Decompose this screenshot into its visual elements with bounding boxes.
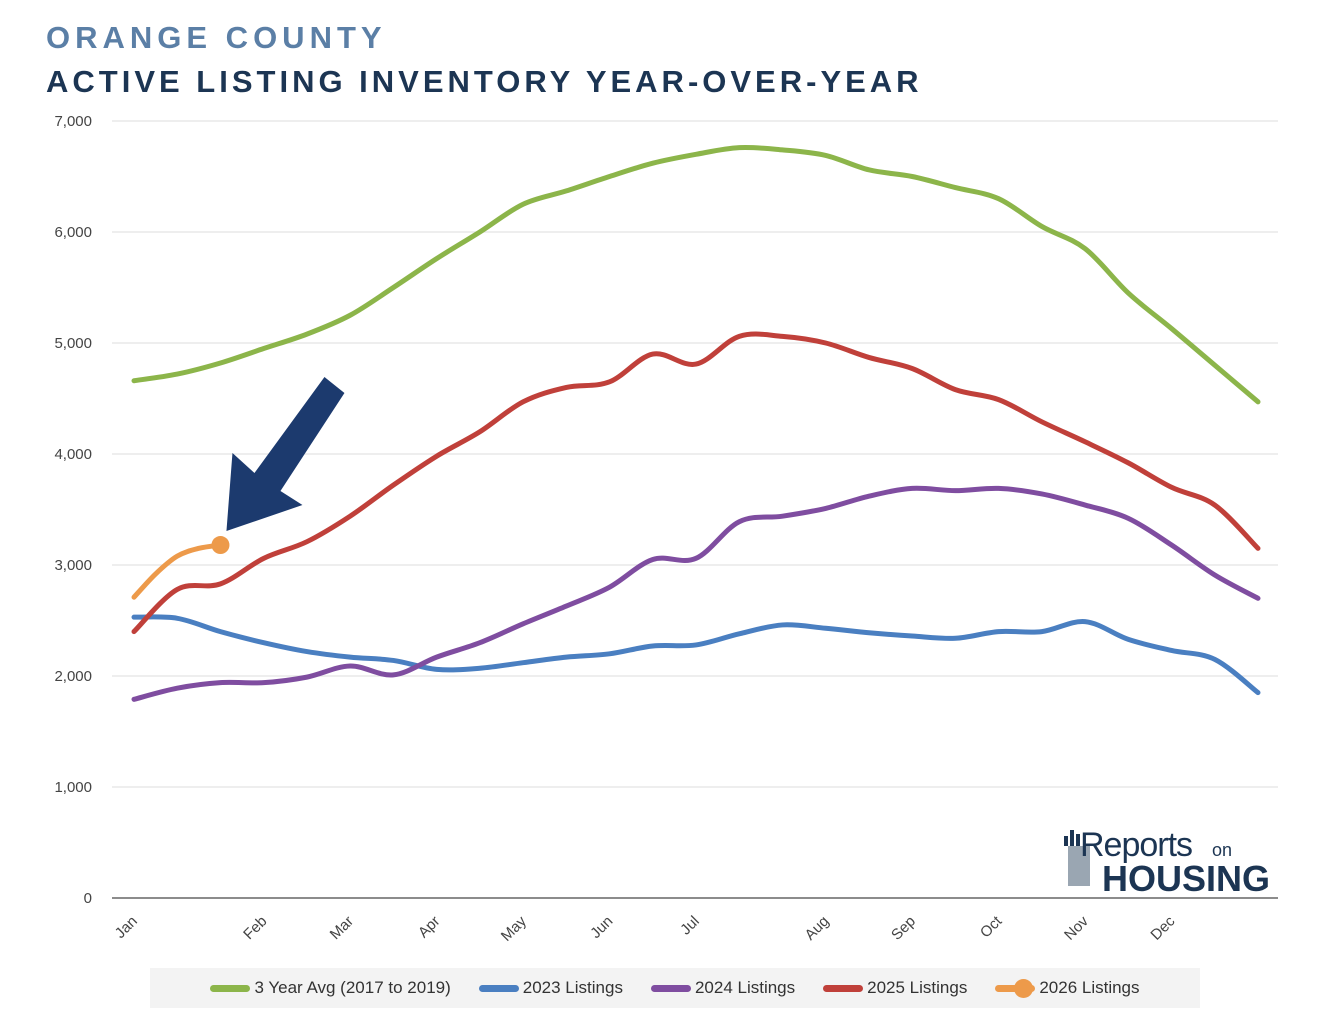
legend-item: 2026 Listings xyxy=(995,978,1140,998)
legend-swatch xyxy=(650,984,691,992)
legend-label: 3 Year Avg (2017 to 2019) xyxy=(254,978,451,997)
series-line-2025-listings xyxy=(131,331,1261,635)
y-axis-labels: 0 1,000 2,000 3,000 4,000 5,000 6,000 7,000 xyxy=(54,113,92,907)
y-tick-label: 0 xyxy=(84,890,92,907)
y-tick-label: 3,000 xyxy=(54,557,92,574)
legend-swatch xyxy=(210,984,251,992)
x-tick-label: Aug xyxy=(802,913,833,944)
y-tick-label: 5,000 xyxy=(54,335,92,352)
chart-title-region: ORANGE COUNTY xyxy=(46,20,387,55)
series-line-2026-listings xyxy=(131,542,223,600)
legend-label: 2024 Listings xyxy=(694,978,796,997)
chart-title: ACTIVE LISTING INVENTORY YEAR-OVER-YEAR xyxy=(46,64,923,99)
legend-item: 2024 Listings xyxy=(650,978,796,998)
x-tick-label: Jan xyxy=(112,913,141,942)
y-tick-label: 2,000 xyxy=(54,668,92,685)
logo-word-reports: Reports xyxy=(1080,826,1193,864)
x-tick-label: Sep xyxy=(888,913,919,944)
x-tick-label: Nov xyxy=(1061,912,1092,943)
legend-swatch xyxy=(823,984,864,992)
annotation-arrow-shape xyxy=(226,377,345,532)
logo-word-on: on xyxy=(1212,840,1233,860)
x-axis-labels: Jan Feb Mar Apr May Jun Jul Aug Sep Oct Nov Dec xyxy=(112,912,1179,945)
legend-label: 2023 Listings xyxy=(522,978,623,997)
legend-marker xyxy=(1014,978,1034,998)
legend-item: 2025 Listings xyxy=(823,978,967,998)
series-lines xyxy=(131,144,1261,702)
legend-item: 2023 Listings xyxy=(478,978,623,998)
x-tick-label: Feb xyxy=(240,913,270,943)
x-tick-label: Dec xyxy=(1147,912,1178,943)
reports-on-housing-logo: Reports on HOUSING xyxy=(1062,822,1282,902)
x-tick-label: Oct xyxy=(977,912,1006,941)
legend: 3 Year Avg (2017 to 2019) 2023 Listings 20… xyxy=(150,968,1200,1008)
y-tick-label: 6,000 xyxy=(54,224,92,241)
line-chart: 0 1,000 2,000 3,000 4,000 5,000 6,000 7,000 Jan… xyxy=(54,113,1278,945)
legend-label: 2026 Listings xyxy=(1039,978,1140,997)
x-tick-label: May xyxy=(498,912,530,944)
legend-swatch xyxy=(995,978,1036,998)
logo-bars-icon xyxy=(1064,830,1090,886)
legend-label: 2025 Listings xyxy=(867,978,968,997)
x-tick-label: Apr xyxy=(415,913,444,942)
series-line-3-year-avg-2017-to-2019 xyxy=(131,144,1261,405)
series-line-2023-listings xyxy=(131,614,1261,696)
legend-item: 3 Year Avg (2017 to 2019) xyxy=(210,978,451,998)
grid-lines xyxy=(112,120,1278,899)
series-end-marker xyxy=(211,536,230,555)
series-line-2024-listings xyxy=(131,485,1261,702)
y-tick-label: 4,000 xyxy=(54,446,92,463)
y-tick-label: 1,000 xyxy=(54,779,92,796)
x-tick-label: Mar xyxy=(327,913,357,943)
logo-word-housing: HOUSING xyxy=(1102,858,1271,899)
annotation-arrow xyxy=(226,377,345,532)
y-tick-label: 7,000 xyxy=(54,113,92,130)
legend-swatch xyxy=(478,984,519,992)
x-tick-label: Jun xyxy=(587,913,616,942)
x-tick-label: Jul xyxy=(677,913,703,939)
